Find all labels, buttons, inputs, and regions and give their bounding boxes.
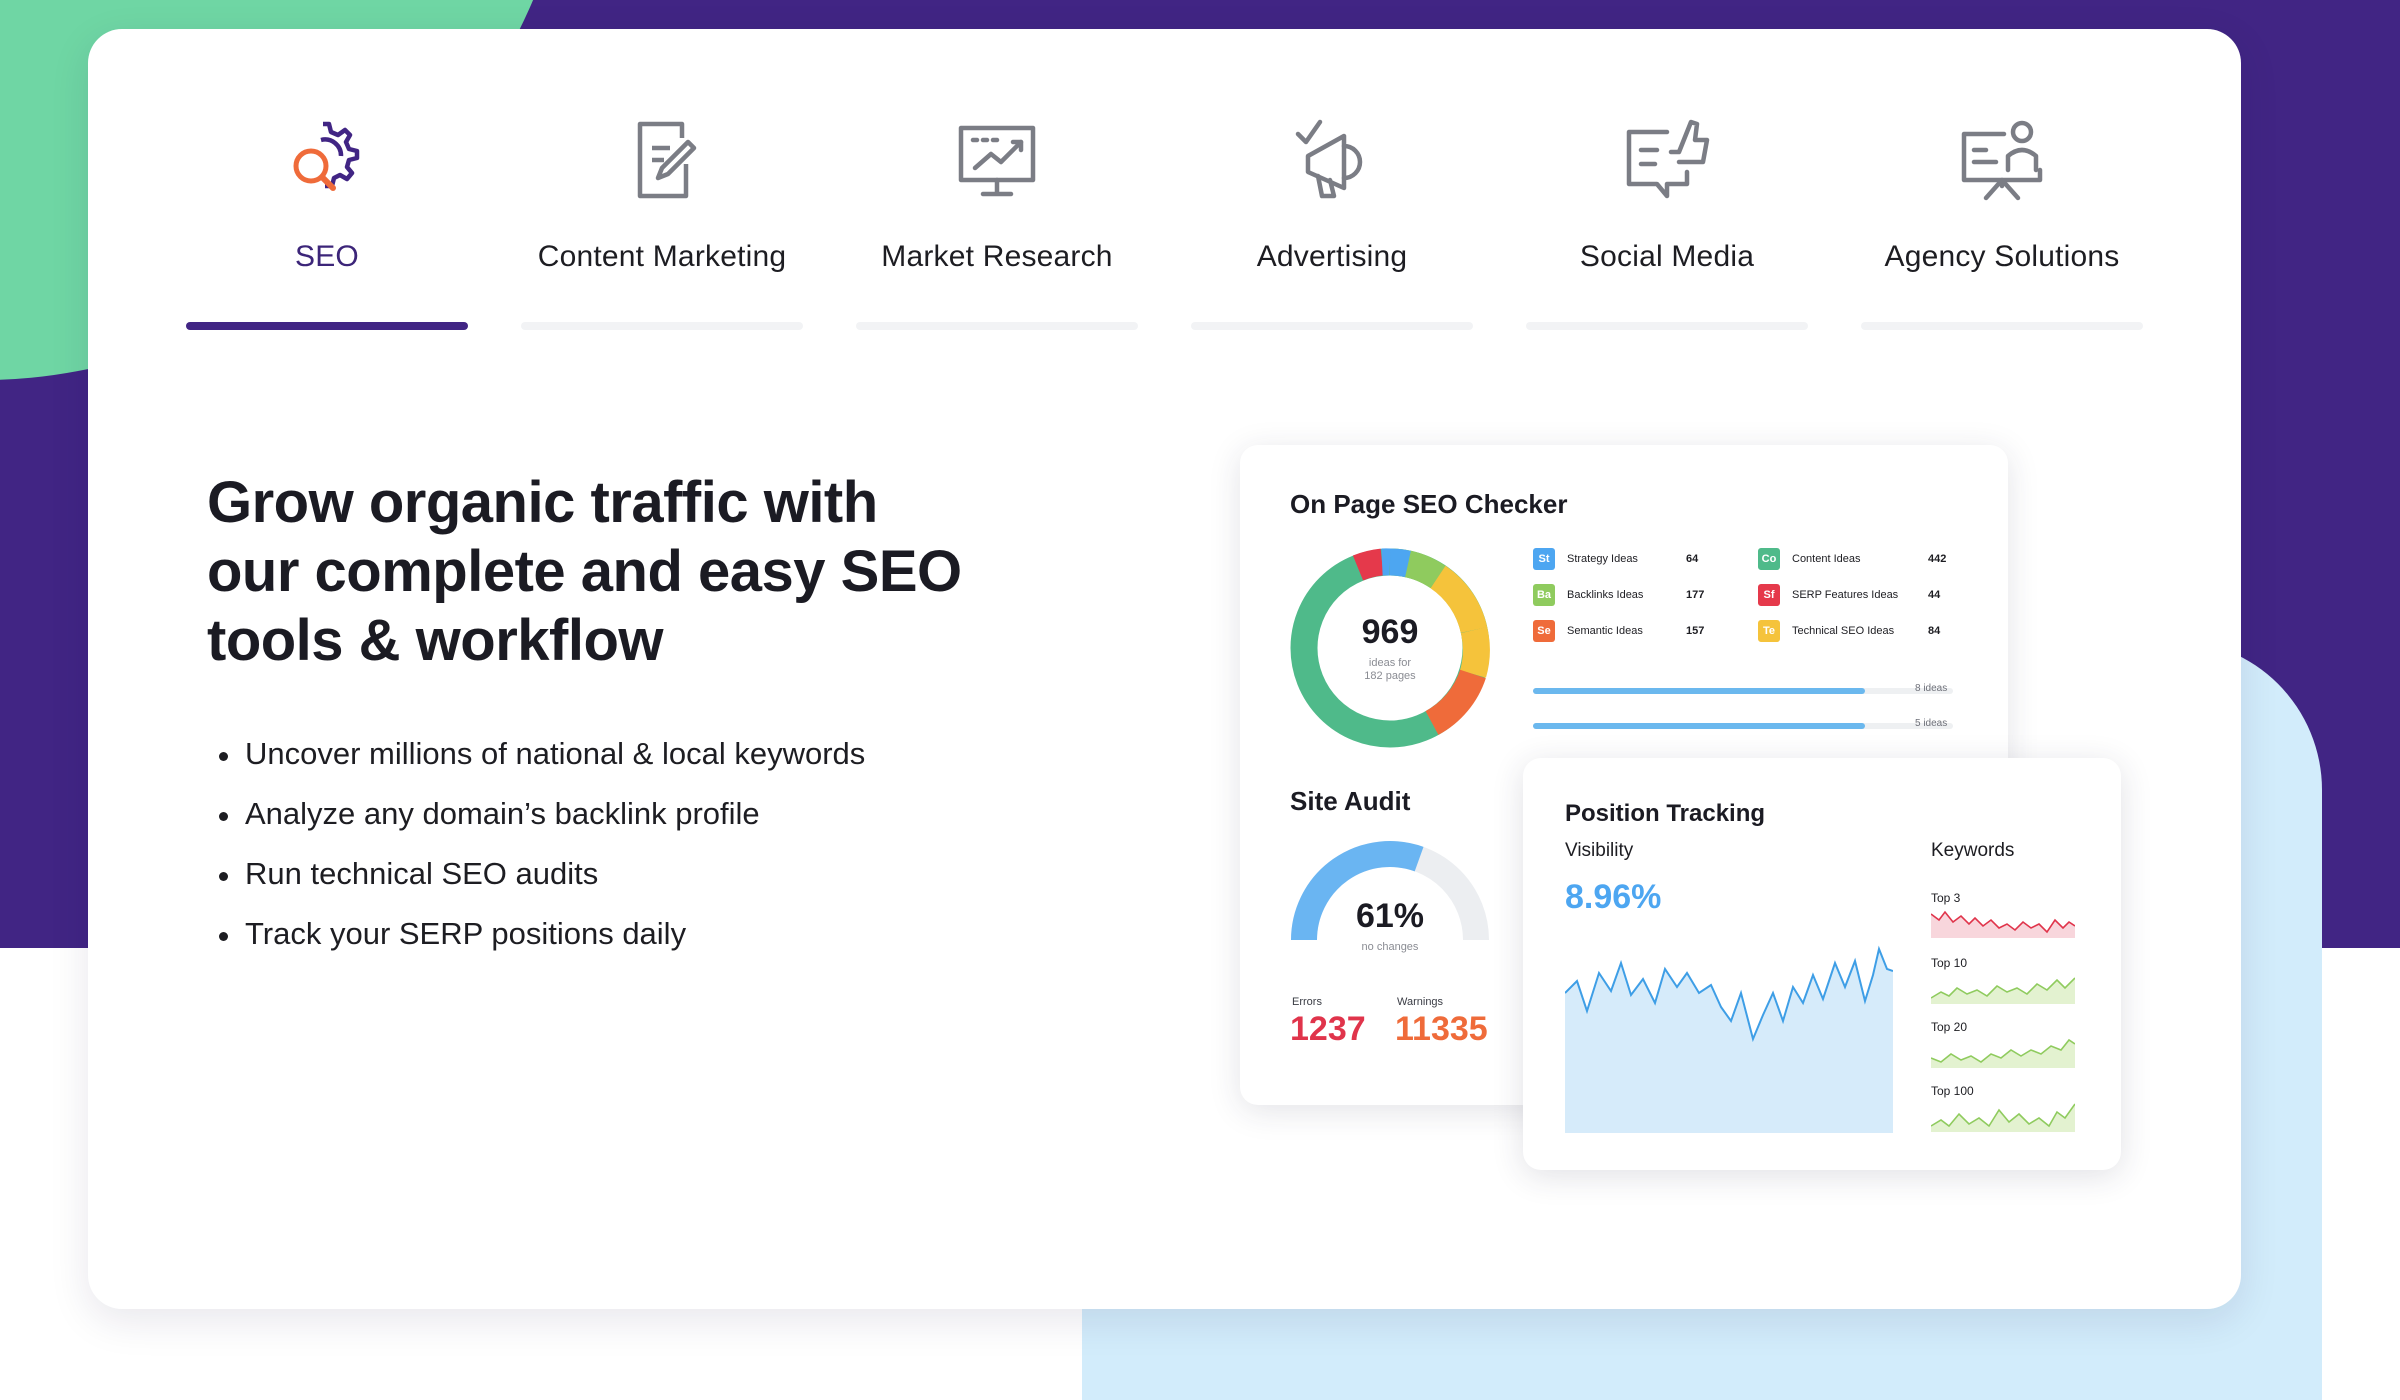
idea-label: Technical SEO Ideas — [1792, 625, 1894, 637]
ideas-progress-fill — [1533, 723, 1865, 729]
tab-indicator — [1861, 322, 2143, 330]
top10-sparkline — [1931, 972, 2075, 1004]
errors-label: Errors — [1292, 996, 1322, 1008]
idea-count: 157 — [1686, 625, 1704, 637]
ideas-progress-fill — [1533, 688, 1865, 694]
widget-title: Position Tracking — [1565, 800, 1765, 828]
errors-value: 1237 — [1290, 1010, 1366, 1049]
ideas-progress-track — [1533, 688, 1953, 694]
tab-indicator — [186, 322, 468, 330]
visibility-area — [1565, 949, 1893, 1133]
megaphone-icon — [1191, 110, 1473, 210]
visibility-label: Visibility — [1565, 840, 1633, 862]
keyword-group-label: Top 3 — [1931, 891, 1960, 905]
idea-chip: Co — [1758, 548, 1780, 570]
tab-indicator — [856, 322, 1138, 330]
idea-label: Semantic Ideas — [1567, 625, 1643, 637]
headline-line: our complete and easy SEO — [207, 539, 962, 604]
top100-sparkline — [1931, 1100, 2075, 1132]
sparkline-area — [1931, 1040, 2075, 1068]
idea-count: 84 — [1928, 625, 1940, 637]
tab-content-marketing[interactable]: Content Marketing — [521, 90, 803, 330]
idea-count: 64 — [1686, 553, 1698, 565]
sparkline-area — [1931, 912, 2075, 938]
tab-label: Advertising — [1151, 240, 1513, 274]
feature-item: Uncover millions of national & local key… — [215, 730, 865, 790]
ideas-total: 969 — [1290, 613, 1490, 652]
presentation-chart-icon — [856, 110, 1138, 210]
headline-line: tools & workflow — [207, 608, 663, 673]
tab-label: Content Marketing — [481, 240, 843, 274]
idea-chip: Se — [1533, 620, 1555, 642]
idea-count: 177 — [1686, 589, 1704, 601]
tab-label: Social Media — [1486, 240, 1848, 274]
ideas-progress-track — [1533, 723, 1953, 729]
tab-label: SEO — [146, 240, 508, 274]
warnings-value: 11335 — [1395, 1010, 1488, 1049]
feature-item: Track your SERP positions daily — [215, 910, 865, 970]
idea-count: 44 — [1928, 589, 1940, 601]
progress-label: 5 ideas — [1915, 718, 1947, 729]
idea-chip: Te — [1758, 620, 1780, 642]
tab-label: Agency Solutions — [1821, 240, 2183, 274]
tab-indicator — [1526, 322, 1808, 330]
top20-sparkline — [1931, 1036, 2075, 1068]
seo-gear-magnifier-icon — [186, 110, 468, 210]
keywords-label: Keywords — [1931, 840, 2014, 862]
feature-item: Run technical SEO audits — [215, 850, 865, 910]
category-tabs: SEO Content Marketing Market Research — [97, 90, 2137, 330]
keyword-group-label: Top 10 — [1931, 956, 1967, 970]
feature-list: Uncover millions of national & local key… — [215, 730, 865, 970]
tab-indicator — [521, 322, 803, 330]
idea-chip: Ba — [1533, 584, 1555, 606]
feature-item: Analyze any domain’s backlink profile — [215, 790, 865, 850]
tab-advertising[interactable]: Advertising — [1191, 90, 1473, 330]
progress-label: 8 ideas — [1915, 683, 1947, 694]
idea-label: Backlinks Ideas — [1567, 589, 1643, 601]
sparkline-area — [1931, 978, 2075, 1004]
idea-label: SERP Features Ideas — [1792, 589, 1898, 601]
keyword-group-label: Top 100 — [1931, 1084, 1974, 1098]
hero-headline: Grow organic traffic with our complete a… — [207, 468, 1067, 675]
tab-social-media[interactable]: Social Media — [1526, 90, 1808, 330]
presenter-board-icon — [1861, 110, 2143, 210]
donut-serp-segment — [1358, 562, 1382, 568]
top3-sparkline — [1931, 906, 2075, 938]
donut-strategy-segment-2 — [1390, 562, 1408, 564]
tab-market-research[interactable]: Market Research — [856, 90, 1138, 330]
visibility-value: 8.96% — [1565, 878, 1661, 917]
headline-line: Grow organic traffic with — [207, 470, 878, 535]
idea-count: 442 — [1928, 553, 1946, 565]
audit-percent: 61% — [1290, 897, 1490, 936]
thumbs-up-chat-icon — [1526, 110, 1808, 210]
warnings-label: Warnings — [1397, 996, 1443, 1008]
idea-label: Strategy Ideas — [1567, 553, 1638, 565]
tab-seo[interactable]: SEO — [186, 90, 468, 330]
visibility-area-chart — [1565, 943, 1893, 1133]
tab-label: Market Research — [816, 240, 1178, 274]
edit-document-icon — [521, 110, 803, 210]
tab-indicator — [1191, 322, 1473, 330]
site-audit-title: Site Audit — [1290, 786, 1410, 817]
idea-label: Content Ideas — [1792, 553, 1861, 565]
keyword-group-label: Top 20 — [1931, 1020, 1967, 1034]
position-tracking-widget: Position Tracking Visibility 8.96% Keywo… — [1523, 758, 2121, 1170]
idea-chip: St — [1533, 548, 1555, 570]
idea-chip: Sf — [1758, 584, 1780, 606]
widget-title: On Page SEO Checker — [1290, 489, 1567, 520]
audit-sub: no changes — [1290, 941, 1490, 953]
tab-agency-solutions[interactable]: Agency Solutions — [1861, 90, 2143, 330]
ideas-total-caption: ideas for 182 pages — [1290, 657, 1490, 683]
